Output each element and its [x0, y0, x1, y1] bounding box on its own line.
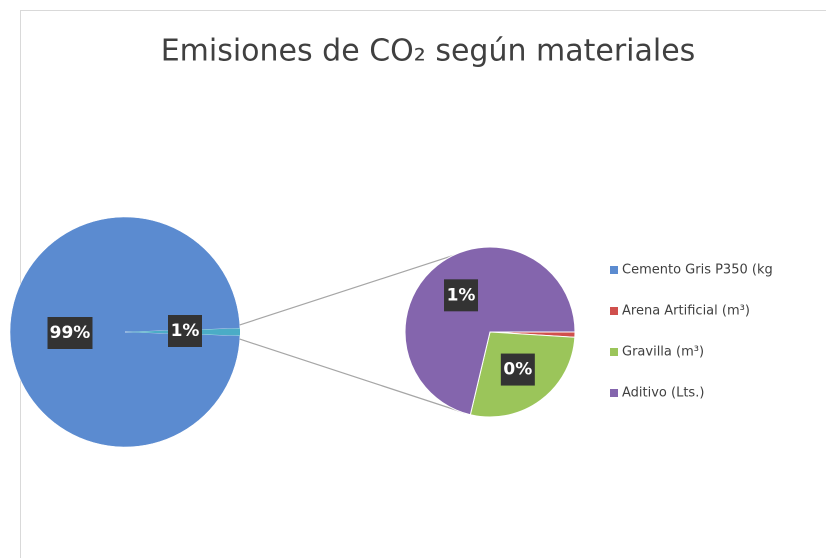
- legend-swatch: [610, 307, 618, 315]
- data-label: 0%: [503, 360, 532, 380]
- data-label-box: [47, 317, 93, 349]
- legend-label: Arena Artificial (m³): [622, 304, 750, 319]
- legend-label: Cemento Gris P350 (kg: [622, 263, 773, 278]
- legend-swatch: [610, 348, 618, 356]
- legend-label: Gravilla (m³): [622, 345, 704, 360]
- pie-slice: [9, 216, 241, 448]
- legend-label: Aditivo (Lts.): [622, 386, 704, 401]
- data-label: 99%: [50, 323, 91, 343]
- data-label: 1%: [447, 285, 476, 305]
- legend-swatch: [610, 266, 618, 274]
- connector-line: [239, 338, 466, 414]
- legend-swatch: [610, 389, 618, 397]
- data-label-box: [444, 279, 479, 312]
- data-label-box: [168, 315, 202, 347]
- connector-line: [239, 249, 471, 326]
- chart-title: Emisiones de CO₂ según materiales: [161, 34, 696, 69]
- data-label-box: [500, 353, 535, 386]
- data-label: 1%: [171, 321, 200, 341]
